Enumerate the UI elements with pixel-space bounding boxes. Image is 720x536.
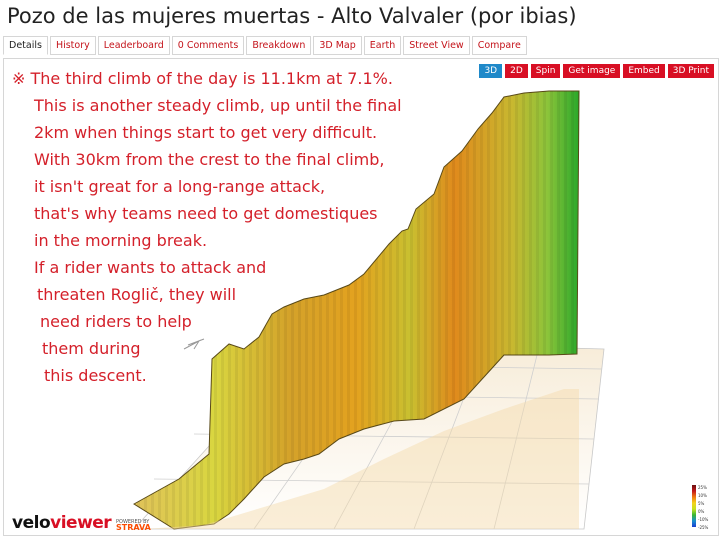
profile-shading [134, 91, 579, 529]
tab-comments[interactable]: 0 Comments [171, 36, 245, 55]
start-arrow-icon [183, 338, 205, 350]
tab-earth[interactable]: Earth [363, 36, 402, 55]
caption-line: With 30km from the crest to the final cl… [34, 150, 385, 169]
view-toolbar: 3D 2D Spin Get image Embed 3D Print [479, 64, 714, 78]
3d-print-button[interactable]: 3D Print [667, 64, 714, 78]
tab-3d-map[interactable]: 3D Map [313, 36, 362, 55]
caption-line: it isn't great for a long-range attack, [34, 177, 326, 196]
tab-breakdown[interactable]: Breakdown [246, 36, 312, 55]
logo-part-2: viewer [50, 513, 112, 533]
tab-details[interactable]: Details [3, 36, 48, 55]
embed-button[interactable]: Embed [623, 64, 665, 78]
caption-line: ※ The third climb of the day is 11.1km a… [12, 69, 393, 88]
legend-label: 25% [698, 485, 707, 490]
profile-panel: ※ The third climb of the day is 11.1km a… [3, 58, 719, 536]
gradient-legend: 25% 10% 5% 0% -10% -25% [692, 485, 714, 531]
caption-line: need riders to help [40, 312, 192, 331]
view-2d-button[interactable]: 2D [505, 64, 528, 78]
caption-line: 2km when things start to get very diffic… [34, 123, 378, 142]
spin-button[interactable]: Spin [530, 64, 561, 78]
view-3d-button[interactable]: 3D [479, 64, 503, 78]
tab-history[interactable]: History [49, 36, 96, 55]
profile-3d-view[interactable] [4, 59, 718, 535]
veloviewer-logo[interactable]: veloviewer [12, 513, 112, 533]
tab-compare[interactable]: Compare [471, 36, 527, 55]
page-title: Pozo de las mujeres muertas - Alto Valva… [7, 4, 577, 28]
tab-bar: Details History Leaderboard 0 Comments B… [3, 36, 527, 55]
legend-label: -25% [698, 525, 709, 530]
gradient-color-bar [692, 485, 696, 527]
legend-label: 10% [698, 493, 707, 498]
tab-street-view[interactable]: Street View [403, 36, 470, 55]
commentary-text: ※ The third climb of the day is 11.1km a… [12, 65, 402, 389]
powered-by-label: POWERED BY [116, 519, 150, 525]
caption-line: in the morning break. [34, 231, 208, 250]
caption-line: this descent. [44, 366, 147, 385]
profile-reflection [144, 389, 579, 529]
caption-line: This is another steady climb, up until t… [34, 96, 402, 115]
tab-leaderboard[interactable]: Leaderboard [97, 36, 170, 55]
get-image-button[interactable]: Get image [563, 64, 621, 78]
legend-label: -10% [698, 517, 709, 522]
caption-line: If a rider wants to attack and [34, 258, 267, 277]
caption-line: them during [42, 339, 141, 358]
legend-label: 5% [698, 501, 705, 506]
caption-line: threaten Roglič, they will [37, 285, 237, 304]
strava-label: STRAVA [116, 523, 151, 532]
caption-line: that's why teams need to get domestiques [34, 204, 378, 223]
legend-label: 0% [698, 509, 705, 514]
logo-part-1: velo [12, 513, 51, 533]
powered-by-strava: POWERED BY STRAVA [116, 519, 151, 532]
